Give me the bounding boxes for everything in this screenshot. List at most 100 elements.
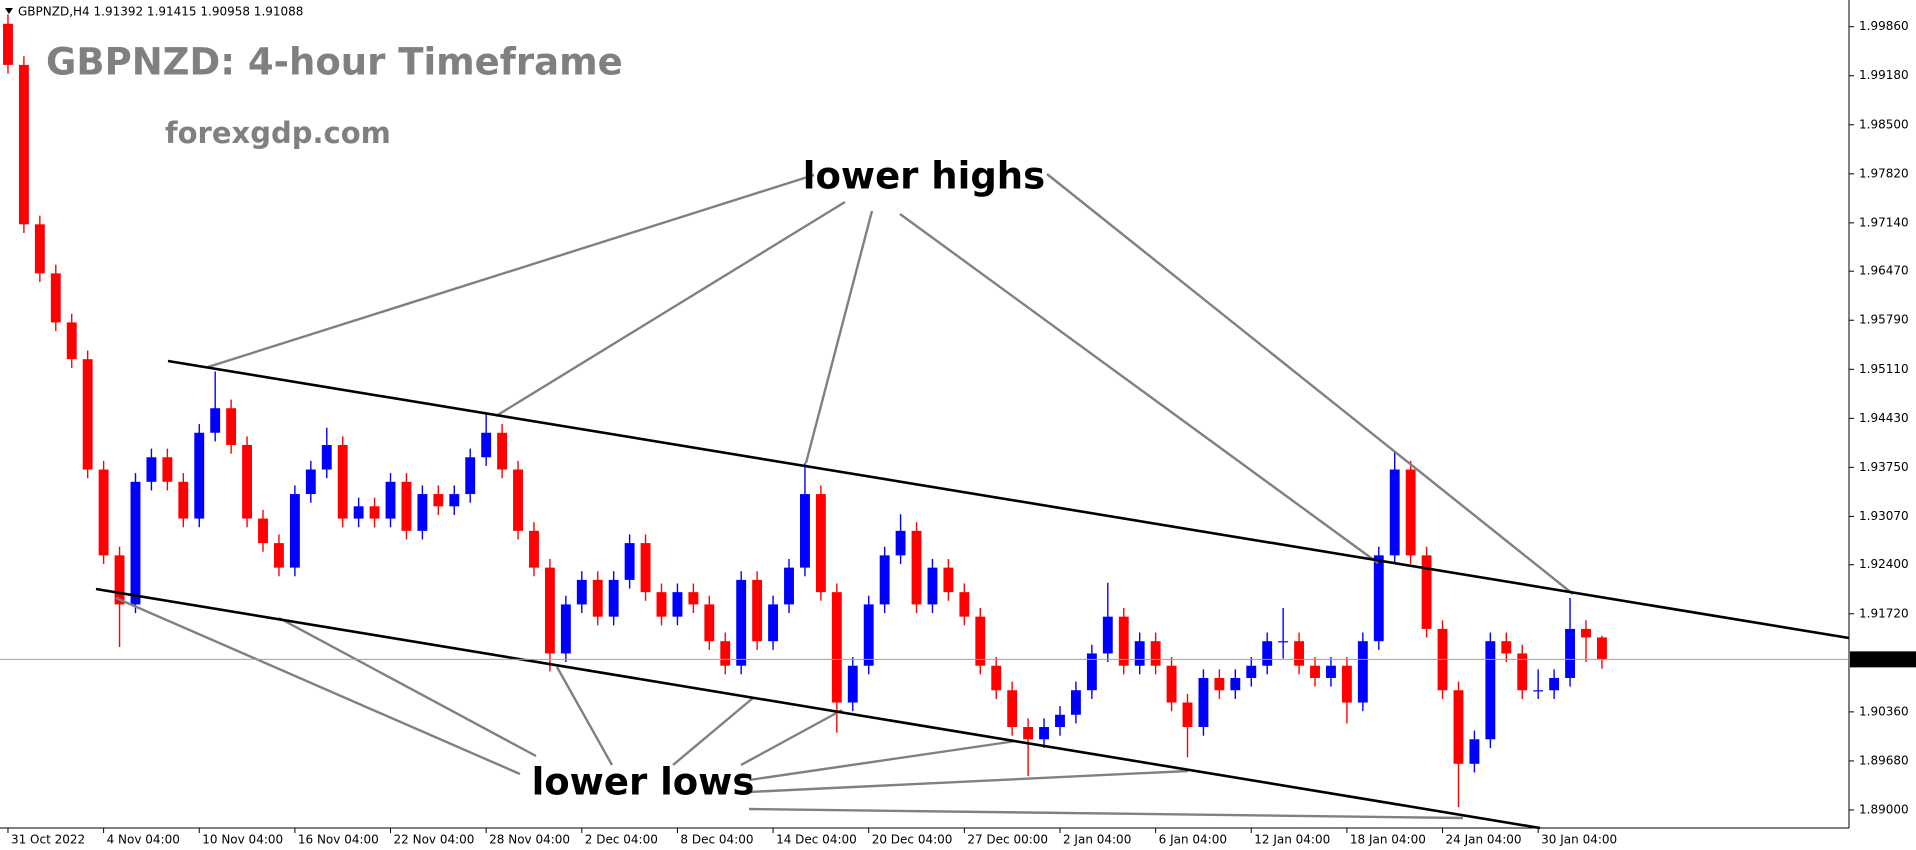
candle-body bbox=[1007, 690, 1018, 728]
candle-body bbox=[1134, 641, 1145, 666]
candle-body bbox=[1596, 637, 1607, 660]
candle-body bbox=[831, 592, 842, 703]
candle-body bbox=[847, 665, 858, 703]
candle-body bbox=[1453, 690, 1464, 764]
x-tick-label: 6 Jan 04:00 bbox=[1159, 833, 1227, 847]
pointer bbox=[672, 697, 754, 766]
candle-body bbox=[274, 543, 284, 568]
subtitle: forexgdp.com bbox=[165, 116, 391, 150]
candle-body bbox=[130, 481, 141, 605]
candle-body bbox=[353, 506, 364, 519]
candle-body bbox=[720, 641, 731, 666]
candle-body bbox=[417, 494, 428, 531]
x-tick-label: 20 Dec 04:00 bbox=[872, 833, 953, 847]
candle-body bbox=[337, 445, 348, 519]
candle-body bbox=[497, 432, 508, 470]
candle-body bbox=[544, 567, 555, 654]
candle-body bbox=[704, 604, 715, 642]
candle-body bbox=[975, 616, 986, 666]
y-tick-label: 1.97820 bbox=[1859, 166, 1909, 180]
candle-body bbox=[911, 530, 922, 605]
candle-body bbox=[1262, 641, 1273, 666]
candle-body bbox=[768, 604, 779, 642]
y-tick-label: 1.91720 bbox=[1859, 606, 1909, 620]
candle-body bbox=[1485, 641, 1496, 740]
header: GBPNZD,H4 1.91392 1.91415 1.90958 1.9108… bbox=[18, 5, 303, 19]
candle-body bbox=[449, 494, 460, 507]
price-label: 1.91088 bbox=[1855, 652, 1905, 666]
x-tick-label: 27 Dec 00:00 bbox=[967, 833, 1048, 847]
y-tick-label: 1.89680 bbox=[1859, 753, 1909, 767]
candle-body bbox=[608, 579, 619, 617]
candle-body bbox=[1326, 665, 1336, 678]
candles bbox=[3, 14, 1607, 808]
chart-title: GBPNZD: 4-hour Timeframe bbox=[46, 41, 623, 84]
candle-body bbox=[34, 224, 45, 274]
x-tick-label: 31 Oct 2022 bbox=[11, 833, 85, 847]
x-tick-label: 2 Jan 04:00 bbox=[1063, 833, 1131, 847]
candle-body bbox=[433, 494, 444, 507]
candle-body bbox=[401, 481, 412, 531]
x-tick-label: 22 Nov 04:00 bbox=[394, 833, 475, 847]
y-tick-label: 1.95110 bbox=[1859, 362, 1909, 376]
candle-body bbox=[465, 457, 476, 495]
price-label-box bbox=[1850, 651, 1916, 668]
x-tick-label: 4 Nov 04:00 bbox=[107, 833, 180, 847]
candle-body bbox=[1102, 616, 1113, 654]
y-tick-label: 1.93750 bbox=[1859, 460, 1909, 474]
candle-body bbox=[513, 469, 523, 531]
x-tick-label: 30 Jan 04:00 bbox=[1541, 833, 1617, 847]
y-tick-label: 1.94430 bbox=[1859, 411, 1909, 425]
y-tick-label: 1.93070 bbox=[1859, 509, 1909, 523]
candle-body bbox=[959, 592, 970, 617]
candle-body bbox=[1246, 665, 1257, 678]
x-tick-label: 28 Nov 04:00 bbox=[489, 833, 570, 847]
candle-body bbox=[1278, 641, 1289, 643]
candle-body bbox=[66, 322, 77, 360]
candle-body bbox=[672, 592, 683, 617]
candle-body bbox=[640, 543, 651, 593]
candle-body bbox=[624, 543, 635, 580]
y-tick-label: 1.98500 bbox=[1859, 117, 1909, 131]
pointer bbox=[555, 666, 614, 766]
candle-body bbox=[1581, 628, 1591, 638]
candle-body bbox=[592, 579, 603, 617]
candle-body bbox=[194, 432, 205, 519]
candle-body bbox=[688, 592, 699, 605]
candle-body bbox=[98, 469, 109, 556]
candle-body bbox=[1023, 727, 1034, 740]
candle-body bbox=[529, 530, 539, 568]
candle-body bbox=[1517, 653, 1528, 691]
candle-body bbox=[1086, 653, 1097, 691]
pointer bbox=[899, 213, 1379, 564]
candle-body bbox=[1389, 469, 1400, 556]
candle-body bbox=[1549, 677, 1560, 691]
pointer bbox=[748, 807, 1464, 820]
candle-body bbox=[1294, 641, 1305, 666]
candle-body bbox=[927, 567, 938, 605]
candle-body bbox=[1055, 714, 1065, 728]
candle-body bbox=[576, 579, 587, 605]
candle-body bbox=[1214, 677, 1225, 691]
candle-body bbox=[879, 555, 890, 605]
candle-body bbox=[752, 579, 763, 642]
y-tick-label: 1.99860 bbox=[1859, 19, 1909, 33]
candle-body bbox=[1357, 641, 1368, 703]
pointer bbox=[207, 173, 815, 369]
candle-body bbox=[800, 494, 810, 568]
candle-body bbox=[1341, 665, 1352, 703]
candle-body bbox=[321, 445, 332, 470]
candle-body bbox=[210, 408, 221, 433]
upper-trendline bbox=[167, 359, 1850, 640]
y-tick-label: 1.97140 bbox=[1859, 215, 1909, 229]
candle-body bbox=[50, 273, 61, 323]
pointer bbox=[495, 200, 846, 418]
candle-body bbox=[1421, 555, 1432, 629]
pointer bbox=[748, 769, 1189, 794]
candle-body bbox=[991, 665, 1002, 691]
candle-body bbox=[1230, 677, 1241, 691]
pointer bbox=[278, 616, 537, 758]
lower-trendline bbox=[95, 587, 1541, 830]
candle-body bbox=[481, 432, 492, 458]
